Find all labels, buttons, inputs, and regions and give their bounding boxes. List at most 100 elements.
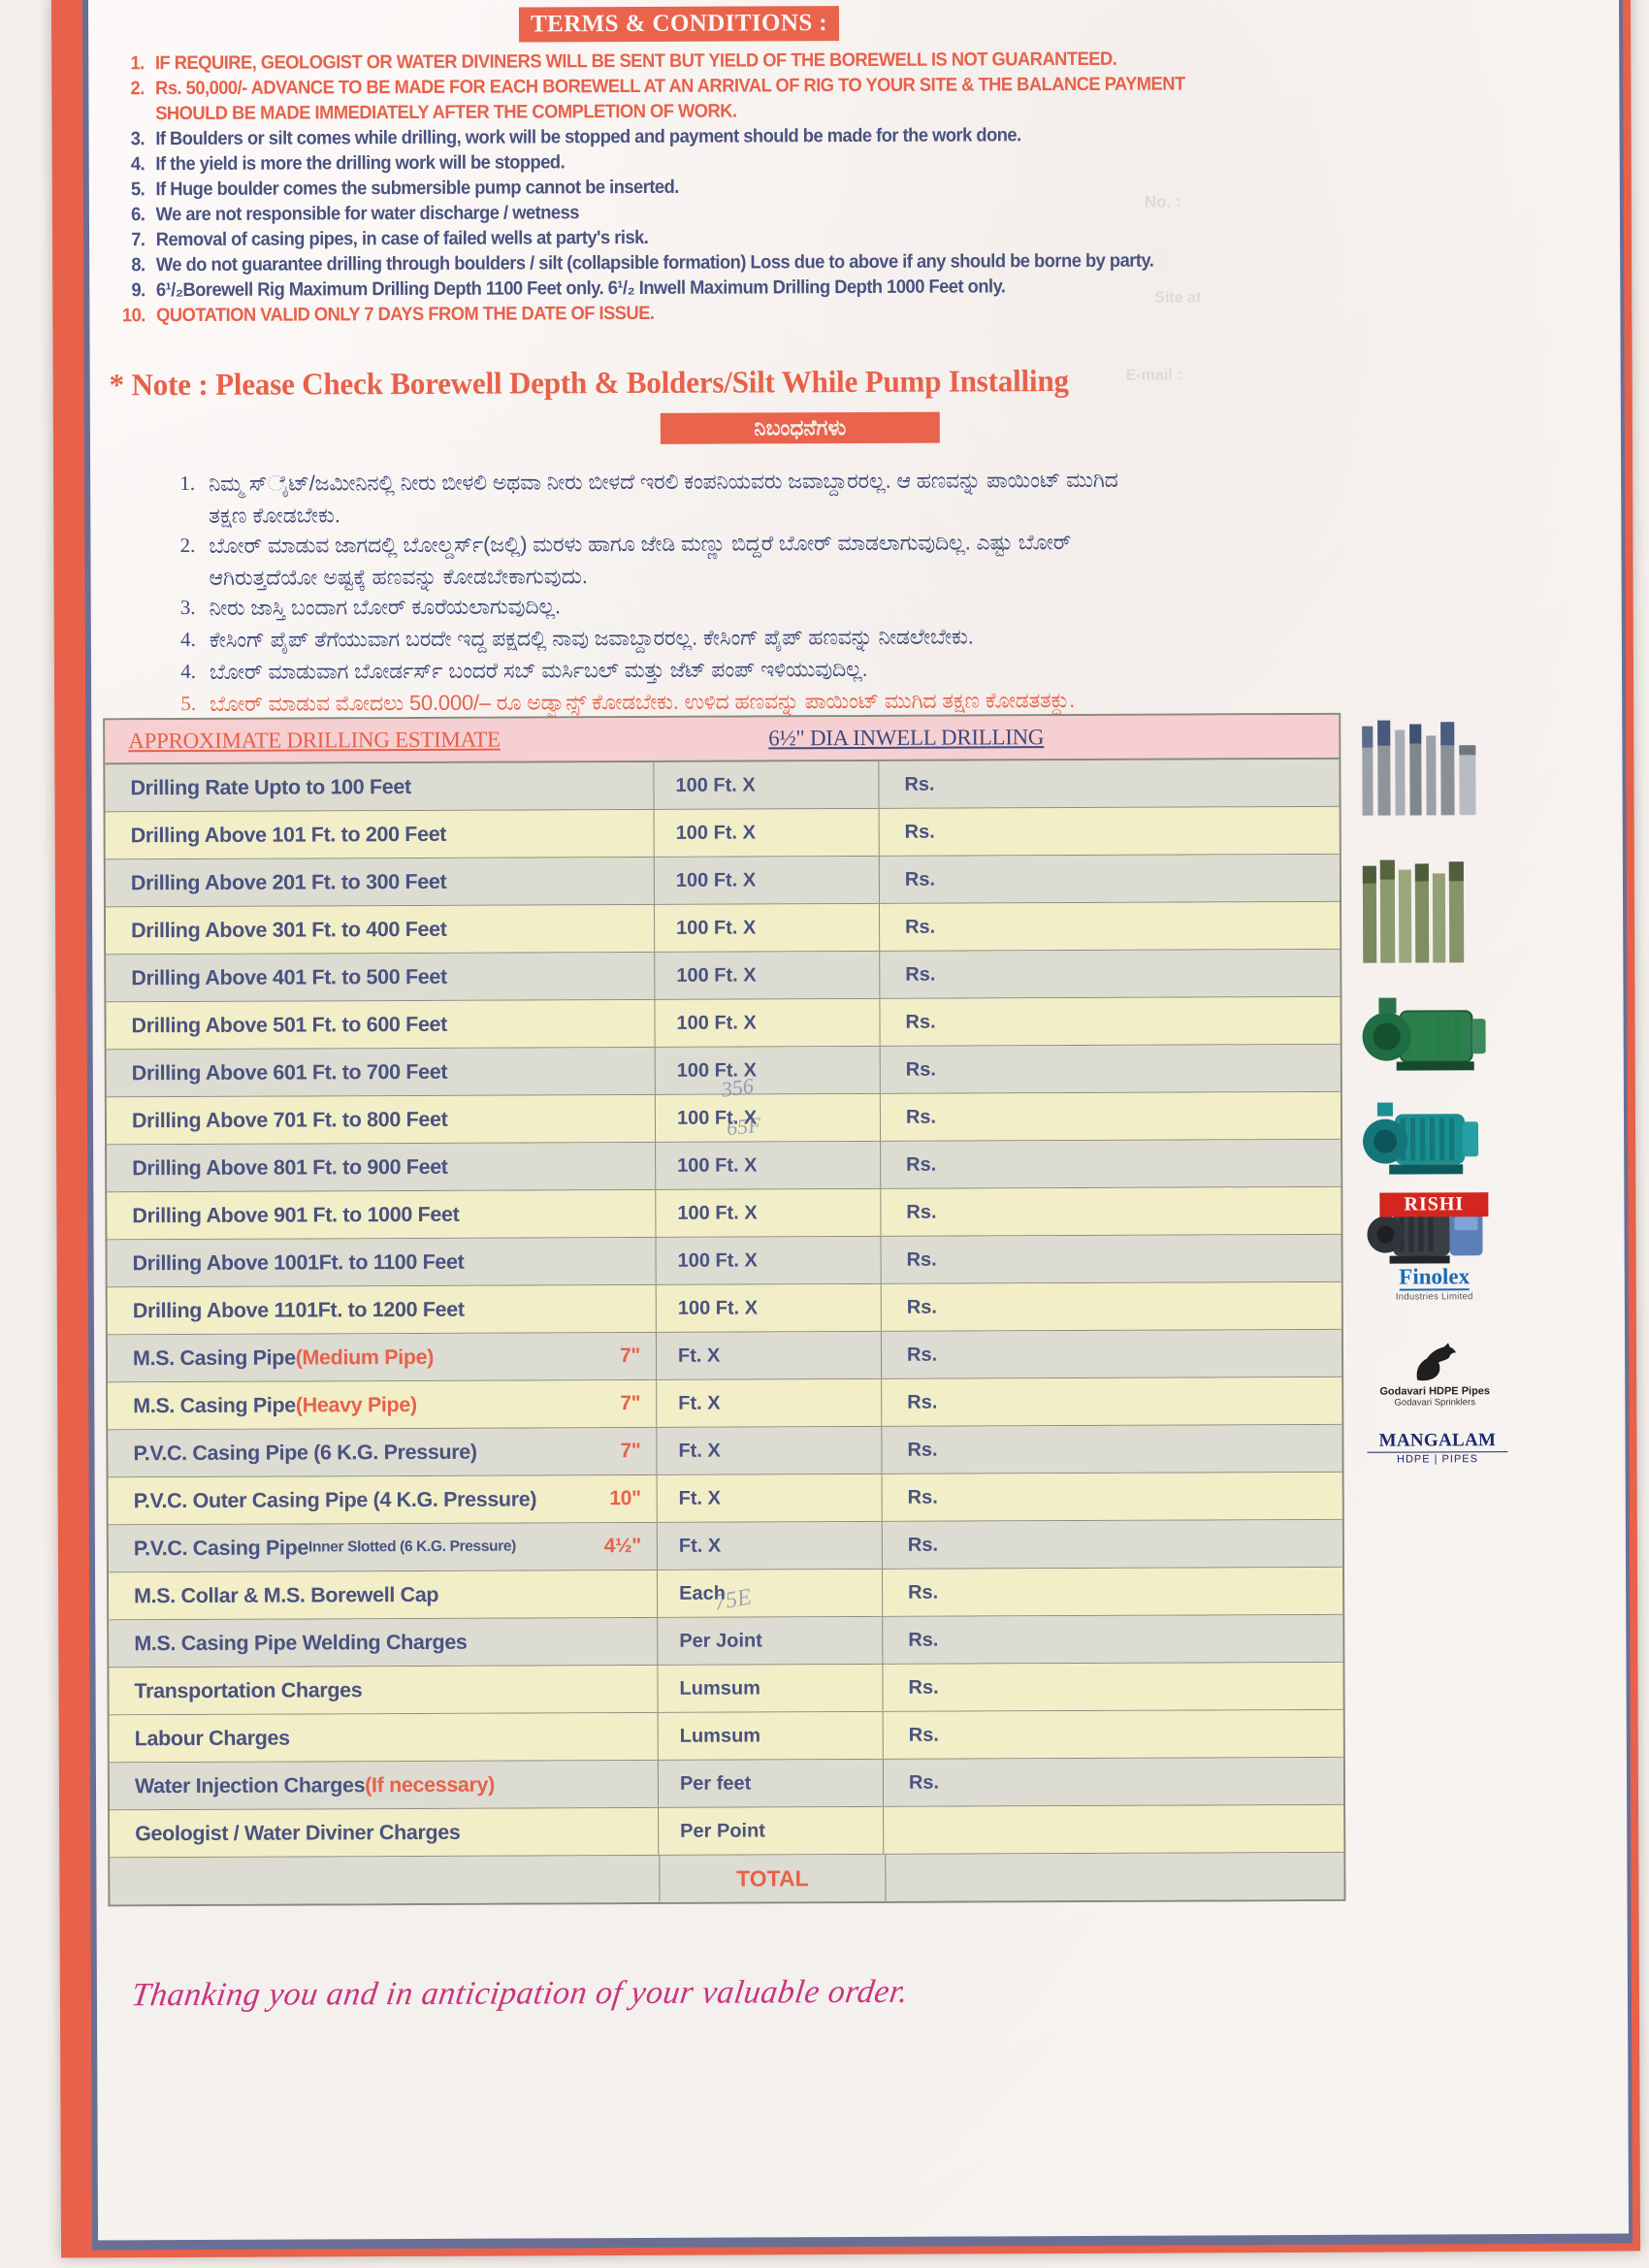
rishi-logo-text: RISHI [1379, 1192, 1489, 1217]
kannada-item-number: 5. [180, 691, 197, 716]
row-rate: Rs. [908, 1676, 939, 1699]
kannada-item-number: 3. [179, 595, 196, 620]
row-description: Geologist / Water Diviner Charges [110, 1807, 660, 1858]
thank-you-note: Thanking you and in anticipation of your… [129, 1973, 911, 2014]
terms-conditions-banner: TERMS & CONDITIONS : [518, 6, 840, 43]
kannada-item: 3. ನೀರು ಜಾಸ್ತಿ ಬಂದಾಗ ಬೋರ್ ಕೂರೆಯಲಾಗುವುದಿಲ… [138, 587, 1515, 623]
row-rate: Rs. [908, 1724, 939, 1746]
row-description: Drilling Above 501 Ft. to 600 Feet [106, 999, 656, 1050]
table-row: Labour Charges Lumsum Rs. [109, 1709, 1343, 1764]
row-unit: 100 Ft. X [654, 903, 881, 952]
table-row: Drilling Above 401 Ft. to 500 Feet 100 F… [106, 949, 1341, 1003]
godavari-logo: Godavari HDPE Pipes Godavari Sprinklers [1359, 1341, 1510, 1409]
row-unit: Ft. X [656, 1331, 883, 1379]
row-description: Drilling Above 301 Ft. to 400 Feet [105, 904, 656, 955]
mangalam-logo: MANGALAM HDPE | PIPES [1367, 1430, 1508, 1466]
row-rate: Rs. [907, 1391, 938, 1413]
row-rate: Rs. [904, 773, 935, 795]
drilling-estimate-table: APPROXIMATE DRILLING ESTIMATE 6½" DIA IN… [103, 712, 1346, 1907]
row-pipe-size: 10" [609, 1486, 641, 1510]
kannada-item-text: ಬೋರ್ ಮಾಡುವಾಗ ಬೋರ್ಡರ್ಸ್ ಬಂದರೆ ಸಬ್ ಮರ್ಸಿಬಲ… [209, 656, 868, 684]
row-pipe-size: 4½" [603, 1534, 641, 1558]
row-description: Drilling Above 1101Ft. to 1200 Feet [107, 1284, 657, 1335]
terms-item-number: 9. [131, 279, 146, 302]
row-unit: Ft. X [657, 1521, 883, 1570]
kannada-item-text: ಕೇಸಿಂಗ್ ಪೈಪ್ ತೆಗೆಯುವಾಗ ಬರದೇ ಇದ್ದ ಪಕ್ಷದಲ್… [209, 624, 974, 652]
kannada-terms-title: ನಿಬಂಧನೆಗಳು [754, 415, 847, 440]
table-row: M.S. Casing Pipe (Medium Pipe) 7" Ft. X … [107, 1329, 1342, 1383]
submersible-pump-photo-2 [1362, 859, 1465, 963]
table-row: Drilling Above 101 Ft. to 200 Feet 100 F… [105, 806, 1340, 860]
row-rate: Rs. [906, 1296, 937, 1318]
row-unit: 100 Ft. X [654, 856, 880, 904]
row-description: Drilling Above 701 Ft. to 800 Feet [106, 1094, 657, 1145]
electric-motor-photo [1367, 1211, 1483, 1264]
row-unit: 100 Ft. X [655, 998, 881, 1047]
table-row: Drilling Above 201 Ft. to 300 Feet 100 F… [105, 854, 1340, 908]
row-rate: Rs. [905, 916, 936, 938]
row-unit: 100 Ft. X [654, 761, 880, 809]
table-row: Drilling Above 601 Ft. to 700 Feet 100 F… [106, 1044, 1341, 1098]
kannada-terms-banner: ನಿಬಂಧನೆಗಳು [660, 411, 940, 444]
row-description: Labour Charges [109, 1712, 659, 1763]
row-unit: 100 Ft. X [656, 1188, 882, 1237]
note-line: * Note : Please Check Borewell Depth & B… [109, 363, 1069, 403]
row-rate: Rs. [906, 1201, 937, 1223]
table-header-row: APPROXIMATE DRILLING ESTIMATE 6½" DIA IN… [105, 714, 1340, 765]
rishi-logo: RISHI [1379, 1192, 1489, 1217]
table-row: P.V.C. Casing Pipe (6 K.G. Pressure) 7" … [108, 1424, 1342, 1478]
terms-conditions-title: TERMS & CONDITIONS : [530, 10, 828, 38]
row-description: Drilling Above 601 Ft. to 700 Feet [106, 1047, 656, 1097]
table-row: Drilling Above 1101Ft. to 1200 Feet 100 … [107, 1281, 1342, 1336]
terms-item-number: 4. [130, 153, 146, 176]
kannada-item-text: ನೀರು ಜಾಸ್ತಿ ಬಂದಾಗ ಬೋರ್ ಕೂರೆಯಲಾಗುವುದಿಲ್ಲ. [209, 594, 561, 620]
row-rate: Rs. [906, 1153, 937, 1176]
row-unit: 100 Ft. X [655, 1093, 882, 1142]
row-description-accent: (If necessary) [365, 1772, 495, 1797]
row-rate: Rs. [908, 1629, 939, 1651]
row-description: M.S. Casing Pipe Welding Charges [109, 1617, 659, 1668]
row-rate: Rs. [908, 1581, 939, 1604]
row-description: M.S. Casing Pipe (Medium Pipe) 7" [107, 1332, 658, 1382]
table-row: Transportation Charges Lumsum Rs. [109, 1662, 1343, 1716]
row-description-accent: (Heavy Pipe) [295, 1392, 417, 1417]
row-description-accent: (Medium Pipe) [295, 1345, 435, 1370]
row-rate: Rs. [904, 821, 935, 843]
table-row: Water Injection Charges (If necessary) P… [109, 1757, 1344, 1811]
table-row: M.S. Casing Pipe Welding Charges Per Joi… [109, 1614, 1343, 1669]
table-header-left: APPROXIMATE DRILLING ESTIMATE [128, 727, 501, 754]
row-unit: 100 Ft. X [655, 951, 881, 999]
total-blank-cell [110, 1855, 661, 1905]
row-unit: 100 Ft. X [654, 808, 880, 857]
table-row: Drilling Above 1001Ft. to 1100 Feet 100 … [107, 1234, 1342, 1288]
row-unit: Lumsum [658, 1711, 884, 1760]
finolex-logo-subtitle: Industries Limited [1395, 1291, 1473, 1303]
terms-list: 1. IF REQUIRE, GEOLOGIST OR WATER DIVINE… [106, 46, 1494, 329]
row-description: M.S. Casing Pipe (Heavy Pipe) 7" [108, 1379, 658, 1430]
row-unit: Per Joint [658, 1616, 884, 1665]
row-description-main: P.V.C. Casing Pipe [133, 1535, 309, 1560]
kannada-item-number: 4. [180, 659, 196, 684]
terms-item-number: 6. [131, 204, 146, 226]
table-row: Drilling Rate Upto to 100 Feet 100 Ft. X… [105, 759, 1340, 813]
kannada-item-number: 1. [179, 470, 196, 496]
mangalam-logo-subtitle: HDPE | PIPES [1367, 1451, 1508, 1466]
table-row: Drilling Above 901 Ft. to 1000 Feet 100 … [107, 1186, 1342, 1241]
kannada-item-number: 2. [179, 533, 196, 558]
row-description: Drilling Above 201 Ft. to 300 Feet [105, 857, 655, 907]
row-rate: Rs. [904, 868, 936, 891]
document-content: TERMS & CONDITIONS : 1. IF REQUIRE, GEOL… [96, 0, 1619, 2263]
row-rate: Rs. [906, 1248, 937, 1271]
row-description: Drilling Above 901 Ft. to 1000 Feet [107, 1189, 657, 1240]
row-description: Drilling Rate Upto to 100 Feet [105, 761, 655, 812]
monoblock-pump-photo [1362, 997, 1486, 1071]
kannada-item-text: ಬೋರ್ ಮಾಡುವ ಜಾಗದಲ್ಲಿ ಬೋಲ್ಡರ್ಸ್(ಜಲ್ಲಿ) ಮರಳ… [209, 530, 1072, 558]
row-unit: Per Point [659, 1806, 885, 1855]
godavari-hdpe-line: Godavari HDPE Pipes [1359, 1385, 1510, 1398]
row-unit: 100 Ft. X [655, 1046, 881, 1094]
row-rate: Rs. [905, 963, 936, 986]
row-unit: Ft. X [657, 1378, 883, 1427]
table-total-row: TOTAL [110, 1852, 1344, 1905]
kannada-item-number: 4. [179, 627, 196, 652]
row-pipe-size: 7" [620, 1439, 641, 1463]
